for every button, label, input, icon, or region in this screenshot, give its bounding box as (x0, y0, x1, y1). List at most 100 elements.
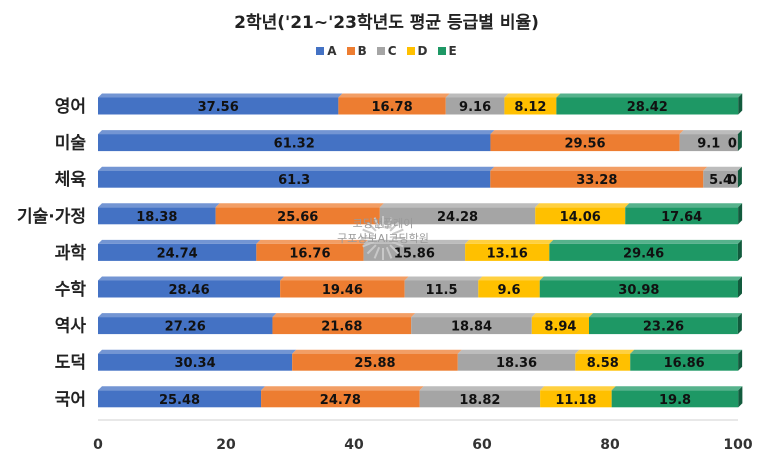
data-label: 33.28 (576, 173, 617, 188)
category-label: 수학 (55, 280, 87, 300)
data-label: 15.86 (394, 246, 435, 261)
bar-segment-e (539, 276, 742, 298)
bar-segment-b (338, 93, 450, 115)
category-label: 국어 (55, 390, 86, 410)
bar-segment-a (98, 276, 285, 298)
x-tick-label: 0 (93, 437, 103, 453)
bar-end-face (738, 349, 743, 371)
category-label: 미술 (55, 134, 87, 154)
bar-segment-d (531, 313, 594, 335)
legend-item-a: A (316, 44, 337, 58)
bar-segment-d (465, 239, 554, 261)
data-label: 19.46 (322, 283, 363, 298)
bar-segment-c (363, 239, 470, 261)
data-label: 9.1 (697, 137, 720, 152)
data-label: 61.32 (274, 137, 315, 152)
data-label: 18.84 (451, 320, 492, 335)
bar-segment-a (98, 203, 220, 225)
data-label: 24.78 (320, 393, 361, 408)
x-tick-label: 40 (344, 437, 364, 453)
data-label: 18.36 (496, 356, 537, 371)
data-label: 16.78 (372, 100, 413, 115)
bar-end-face (737, 130, 742, 152)
legend: A B C D E (0, 44, 773, 58)
bar-segment-e (549, 239, 742, 261)
legend-label: A (327, 44, 337, 58)
category-label: 기술·가정 (17, 207, 86, 227)
data-label: 9.16 (459, 100, 491, 115)
legend-swatch (437, 47, 446, 55)
legend-swatch (406, 47, 415, 55)
bar-segment-a (98, 349, 297, 371)
bar-end-face (737, 313, 742, 335)
bar-segment-e (611, 386, 743, 408)
data-label: 9.6 (497, 283, 520, 298)
bar-segment-a (98, 93, 343, 115)
data-label: 0 (728, 137, 737, 152)
data-label: 28.46 (169, 283, 210, 298)
bar-segment-c (703, 166, 742, 188)
bar-segment-e (589, 313, 742, 335)
bar-end-face (738, 203, 743, 225)
data-label: 21.68 (321, 320, 362, 335)
data-label: 11.5 (425, 283, 457, 298)
watermark-line-2: 구포상보AI코딩학원 (337, 232, 429, 245)
legend-swatch (346, 47, 355, 55)
bar-segment-b (490, 166, 708, 188)
bar-segment-d (535, 203, 630, 225)
data-label: 8.58 (587, 356, 619, 371)
bar-segment-a (98, 130, 495, 152)
bar-segment-a (98, 313, 277, 335)
data-label: 29.56 (564, 137, 605, 152)
data-label: 13.16 (487, 246, 528, 261)
data-label: 24.74 (157, 246, 198, 261)
legend-label: E (448, 44, 457, 58)
bar-segment-c (379, 203, 540, 225)
watermark-line-1: 코딩앤플레이 (352, 217, 414, 230)
data-label: 37.56 (198, 100, 239, 115)
data-label: 29.46 (623, 246, 664, 261)
bar-end-face (737, 166, 742, 188)
legend-swatch (376, 47, 385, 55)
bar-end-face (738, 386, 743, 408)
bar-segment-a (98, 239, 261, 261)
data-label: 25.48 (159, 393, 200, 408)
bar-segment-a (98, 386, 266, 408)
bar-segment-b (215, 203, 384, 225)
chart-title: 2학년('21~'23학년도 평균 등급별 비율) (234, 13, 539, 33)
bar-segment-d (504, 93, 561, 115)
legend-label: C (387, 44, 397, 58)
data-label: 28.42 (627, 100, 668, 115)
bar-segment-c (419, 386, 545, 408)
x-tick-label: 20 (216, 437, 236, 453)
category-label: 역사 (55, 317, 87, 337)
bar-segment-b (490, 130, 684, 152)
bar-end-face (737, 239, 742, 261)
bar-segment-e (630, 349, 743, 371)
data-label: 25.88 (354, 356, 395, 371)
bar-segment-e (625, 203, 743, 225)
legend-label: B (357, 44, 367, 58)
category-label: 도덕 (55, 353, 86, 373)
legend-swatch (316, 47, 325, 55)
data-label: 30.98 (618, 283, 659, 298)
data-label: 30.34 (175, 356, 216, 371)
bar-end-face (738, 276, 742, 298)
legend-label: D (417, 44, 428, 58)
data-label: 24.28 (437, 210, 478, 225)
data-label: 27.26 (165, 320, 206, 335)
data-label: 18.82 (459, 393, 500, 408)
bar-segment-c (411, 313, 536, 335)
data-label: 25.66 (277, 210, 318, 225)
data-label: 16.76 (289, 246, 330, 261)
bar-segment-a (98, 166, 495, 188)
x-tick-label: 100 (723, 437, 752, 453)
data-label: 5.4 (709, 173, 732, 188)
bar-segment-c (404, 276, 483, 298)
category-label: 체육 (55, 170, 87, 190)
legend-item-d: D (406, 44, 428, 58)
bar-segment-e (556, 93, 743, 115)
bar-segment-c (445, 93, 509, 115)
x-tick-label: 60 (472, 437, 492, 453)
